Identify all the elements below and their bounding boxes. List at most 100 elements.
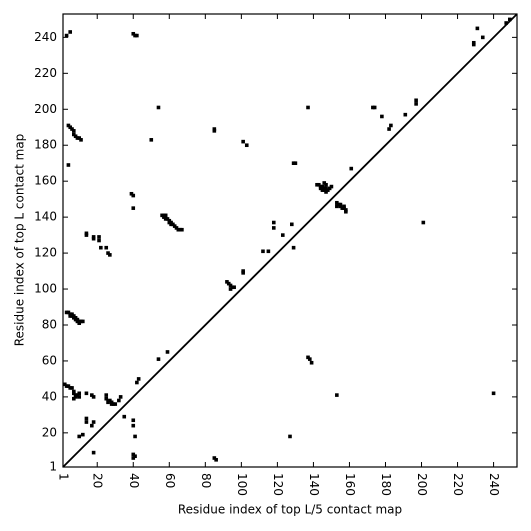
contact-point (72, 129, 76, 133)
contact-point (241, 139, 245, 144)
contact-point (104, 396, 109, 401)
contact-point (135, 33, 139, 38)
contact-point (104, 393, 109, 397)
contact-point (84, 416, 89, 421)
x-tick-label: 100 (235, 473, 249, 496)
contact-point (266, 249, 271, 254)
contact-point (118, 395, 123, 399)
contact-point (288, 434, 292, 439)
contact-point (271, 226, 276, 230)
contact-point (171, 222, 175, 227)
contact-point (244, 143, 249, 148)
contact-point (113, 402, 118, 406)
y-tick-label: 20 (42, 425, 57, 439)
contact-point (106, 251, 110, 255)
x-tick-label: 220 (451, 473, 465, 496)
x-tick-label: 40 (127, 473, 141, 488)
x-tick-label: 60 (163, 473, 177, 488)
contact-point (212, 127, 217, 131)
contact-point (371, 105, 375, 110)
contact-point (372, 105, 377, 110)
contact-point (131, 423, 136, 428)
contact-point (309, 360, 314, 365)
x-tick-label: 120 (271, 473, 285, 496)
contact-point (77, 395, 82, 399)
contact-point (335, 200, 339, 205)
contact-point (104, 245, 109, 250)
contact-point (228, 283, 233, 288)
contact-point (91, 420, 96, 424)
contact-point (165, 350, 170, 354)
contact-point (84, 420, 89, 424)
contact-point (167, 220, 172, 225)
contact-point (133, 454, 137, 459)
contact-point (99, 245, 103, 250)
contact-point (64, 310, 69, 315)
contact-point (315, 182, 319, 187)
contact-point (131, 193, 136, 198)
contact-point (90, 393, 94, 397)
contact-point (291, 161, 296, 166)
contact-point (149, 138, 154, 142)
contact-point (70, 314, 74, 318)
y-tick-label: 80 (42, 317, 57, 331)
contact-point (225, 280, 229, 284)
contact-point (226, 281, 231, 286)
contact-point (75, 393, 80, 397)
y-tick-label: 180 (34, 138, 57, 152)
contact-point (64, 384, 69, 388)
contact-point (131, 31, 136, 36)
contact-point (212, 456, 217, 460)
contact-point (178, 227, 182, 232)
x-tick-label: 140 (307, 473, 321, 496)
contact-point (70, 127, 74, 131)
contact-point (342, 204, 346, 209)
x-tick-label: 200 (415, 473, 429, 496)
contact-point (504, 21, 508, 25)
contact-point (271, 220, 276, 225)
contact-point (403, 112, 408, 117)
contact-point (338, 202, 343, 207)
contact-point (163, 217, 168, 221)
contact-point (133, 33, 137, 38)
contact-point (91, 395, 96, 399)
contact-point (84, 391, 89, 396)
contact-point (414, 102, 418, 106)
contact-point (156, 105, 161, 110)
contact-point (91, 450, 96, 455)
contact-point (280, 233, 285, 237)
y-tick-label: 60 (42, 353, 57, 367)
contact-point (322, 188, 327, 192)
contact-point (336, 202, 341, 207)
y-tick-label: 160 (34, 174, 57, 188)
contact-point (64, 33, 69, 38)
contact-point (73, 134, 78, 139)
x-tick-label: 80 (199, 473, 213, 488)
contact-point (160, 213, 164, 218)
contact-point (70, 386, 74, 390)
contact-point (72, 314, 76, 318)
contact-point (306, 105, 310, 110)
contact-point (335, 204, 339, 209)
diagonal-line (62, 13, 518, 468)
contact-point (73, 317, 78, 322)
contact-point (75, 136, 80, 140)
contact-point (176, 227, 181, 232)
contact-point (129, 191, 134, 196)
contact-point (68, 314, 73, 318)
contact-point (77, 434, 82, 439)
contact-point (471, 40, 476, 45)
contact-point (135, 380, 139, 385)
x-tick-label: 180 (379, 473, 393, 496)
contact-point (90, 423, 94, 428)
contact-point (232, 285, 236, 290)
contact-point (108, 398, 112, 403)
contact-point (326, 188, 330, 192)
contact-point (507, 17, 512, 22)
contact-point (68, 125, 73, 130)
contact-point (387, 127, 391, 131)
contact-point (340, 206, 345, 210)
contact-point (109, 402, 114, 406)
contact-point (306, 355, 310, 360)
contact-point (131, 418, 136, 423)
